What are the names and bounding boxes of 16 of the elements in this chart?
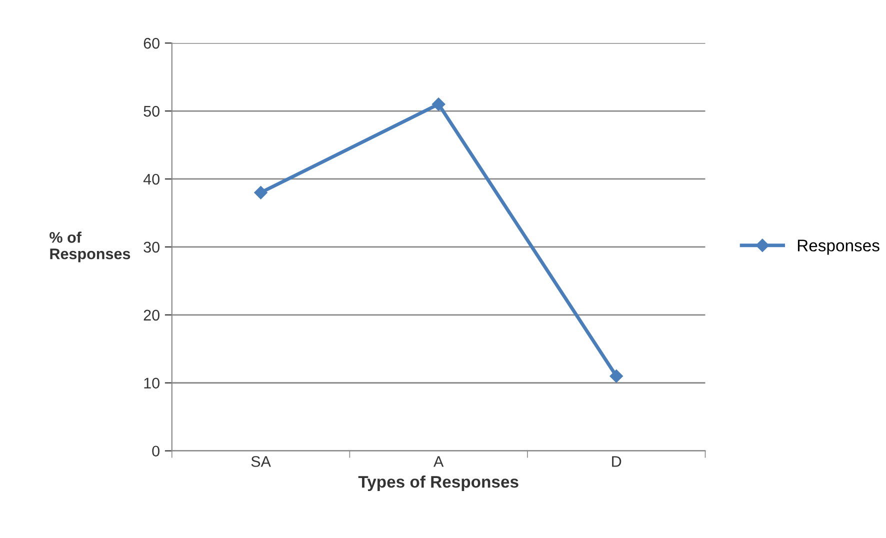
y-tick-label: 30 [144, 242, 160, 253]
point [432, 98, 446, 111]
y-axis-title: % of Responses [50, 232, 130, 262]
point [610, 369, 623, 383]
y-tick-label: 40 [143, 174, 160, 185]
x-tick-label: SA [251, 456, 271, 467]
y-tick-label: 20 [144, 310, 160, 321]
x-tick-label: A [434, 456, 444, 467]
legend-label: Responses [798, 240, 880, 255]
x-tick-label: D [612, 456, 622, 467]
x-axis-title: Types of Responses [358, 476, 518, 492]
y-tick-label: 60 [144, 38, 160, 49]
y-tick-label: 0 [152, 446, 160, 457]
y-tick-label: 10 [144, 378, 160, 389]
y-tick-label: 50 [144, 106, 160, 117]
point [254, 186, 268, 200]
